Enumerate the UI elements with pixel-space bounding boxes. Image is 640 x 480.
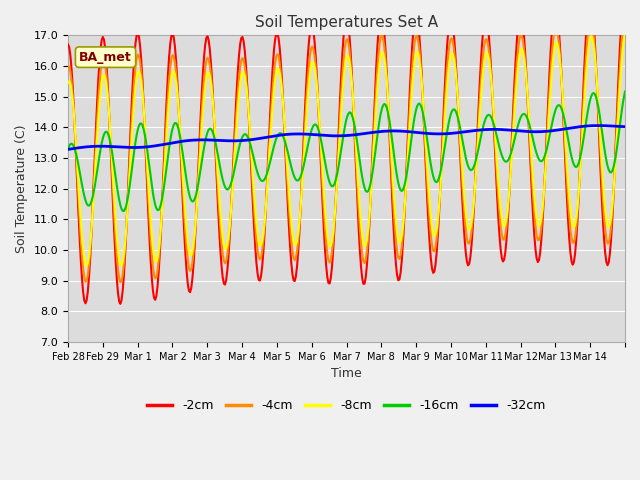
- -16cm: [377, 110, 385, 116]
- -16cm: [64, 146, 72, 152]
- -32cm: [570, 125, 578, 131]
- -32cm: [299, 131, 307, 137]
- Line: -4cm: -4cm: [68, 16, 625, 282]
- Text: BA_met: BA_met: [79, 51, 132, 64]
- -4cm: [571, 235, 579, 240]
- -16cm: [239, 134, 246, 140]
- -2cm: [116, 301, 124, 307]
- -16cm: [475, 145, 483, 151]
- -4cm: [300, 140, 308, 145]
- -8cm: [404, 158, 412, 164]
- X-axis label: Time: Time: [331, 367, 362, 380]
- -8cm: [300, 150, 308, 156]
- -16cm: [571, 164, 579, 169]
- -8cm: [239, 70, 246, 75]
- -16cm: [404, 166, 412, 171]
- -8cm: [377, 53, 385, 59]
- -4cm: [116, 279, 124, 285]
- -32cm: [237, 138, 245, 144]
- -16cm: [120, 208, 128, 214]
- -16cm: [621, 89, 629, 95]
- -8cm: [64, 80, 72, 86]
- -2cm: [377, 12, 385, 17]
- -2cm: [300, 127, 308, 133]
- -2cm: [404, 141, 412, 146]
- -4cm: [64, 63, 72, 69]
- -32cm: [403, 129, 410, 134]
- -32cm: [621, 124, 629, 130]
- -2cm: [475, 107, 483, 112]
- -8cm: [621, 31, 629, 37]
- -4cm: [239, 55, 246, 61]
- -8cm: [475, 131, 483, 137]
- -16cm: [300, 161, 308, 167]
- -2cm: [571, 252, 579, 257]
- -32cm: [474, 127, 481, 133]
- Line: -16cm: -16cm: [68, 92, 625, 211]
- Line: -32cm: -32cm: [68, 126, 625, 149]
- -4cm: [404, 150, 412, 156]
- -2cm: [239, 34, 246, 40]
- -32cm: [376, 129, 383, 134]
- Line: -8cm: -8cm: [68, 34, 625, 266]
- -4cm: [621, 13, 629, 19]
- Y-axis label: Soil Temperature (C): Soil Temperature (C): [15, 124, 28, 253]
- -8cm: [83, 263, 90, 269]
- Title: Soil Temperatures Set A: Soil Temperatures Set A: [255, 15, 438, 30]
- -4cm: [377, 34, 385, 40]
- -8cm: [571, 222, 579, 228]
- Legend: -2cm, -4cm, -8cm, -16cm, -32cm: -2cm, -4cm, -8cm, -16cm, -32cm: [142, 394, 550, 417]
- -2cm: [64, 42, 72, 48]
- -32cm: [595, 123, 602, 129]
- -32cm: [64, 146, 72, 152]
- -4cm: [475, 120, 483, 126]
- Line: -2cm: -2cm: [68, 0, 625, 304]
